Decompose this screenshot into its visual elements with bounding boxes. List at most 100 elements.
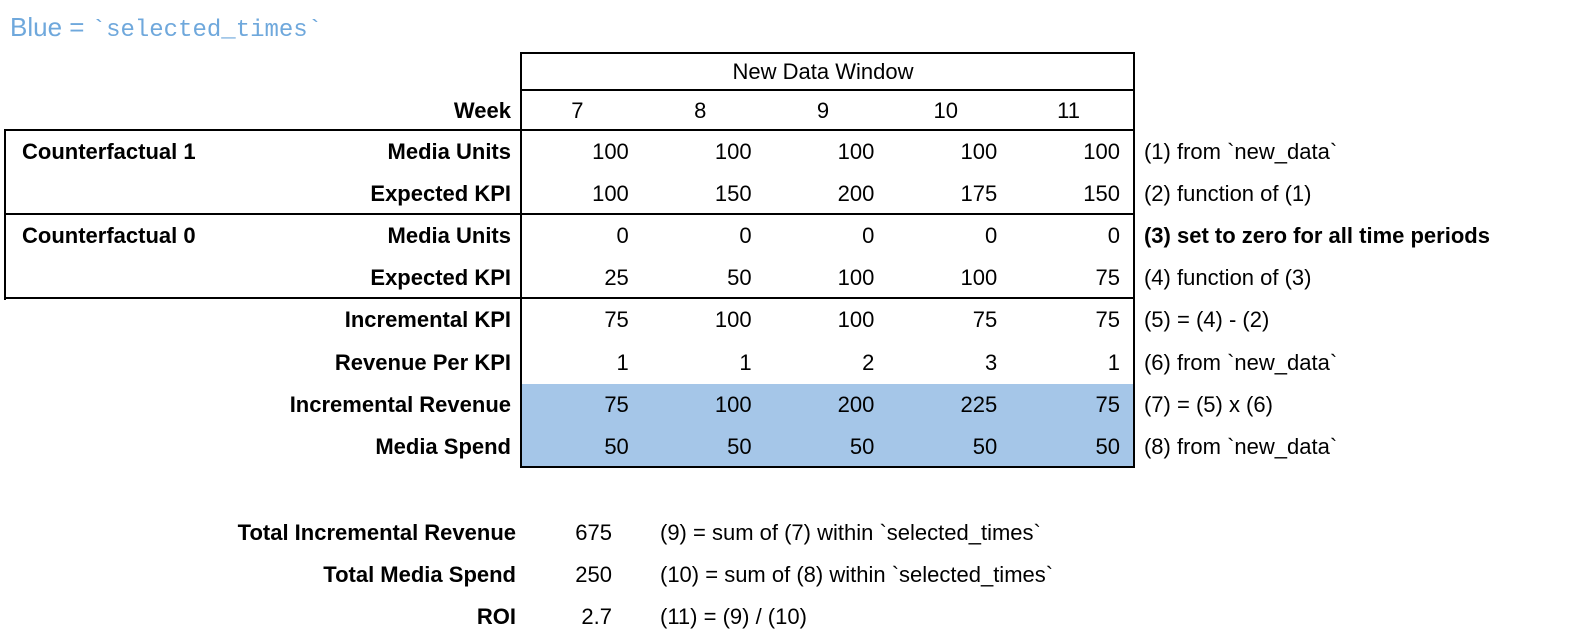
summary-annotation: (10) = sum of (8) within `selected_times…	[660, 562, 1054, 587]
counterfactual-divider-line	[4, 213, 1135, 215]
row-label: Media Spend	[375, 433, 511, 459]
value-cell: 1	[1107, 349, 1120, 375]
roi-table: New Data Window Week 7 8 9 10 11 Counter…	[0, 52, 1588, 468]
value-cell: 75	[1095, 307, 1120, 333]
summary-value: 2.7	[581, 604, 612, 629]
new-data-window-header: New Data Window	[732, 58, 914, 84]
week-header-cell: 11	[1057, 98, 1080, 123]
row-group-label	[0, 173, 232, 215]
row-group-label: Counterfactual 1	[22, 139, 196, 165]
value-cell: 100	[837, 307, 875, 333]
value-cell: 200	[837, 391, 875, 417]
week-header-cell: 8	[694, 98, 707, 123]
value-cell: 0	[984, 223, 998, 249]
week-divider-line	[4, 129, 1135, 131]
summary-value: 250	[575, 562, 612, 587]
value-cell: 0	[616, 223, 629, 249]
row-group-label	[0, 384, 232, 426]
summary-label: ROI	[476, 604, 516, 629]
row-annotation: (4) function of (3)	[1143, 265, 1312, 291]
summary-value: 675	[575, 520, 612, 545]
week-label: Week	[453, 98, 511, 123]
row-label: Incremental KPI	[344, 307, 511, 333]
row-group-label	[0, 257, 232, 299]
row-group-label	[0, 426, 232, 468]
value-cell: 50	[849, 433, 875, 459]
value-cell: 100	[1083, 139, 1120, 165]
header-divider-line	[520, 89, 1135, 91]
table-row-expected-kpi-cf1: Expected KPI 100 150 200 175 150 (2) fun…	[0, 173, 1588, 215]
legend-note: Blue = `selected_times`	[10, 12, 322, 44]
summary-label: Total Incremental Revenue	[237, 520, 516, 545]
value-cell: 25	[604, 265, 629, 291]
row-label: Media Units	[387, 223, 511, 249]
table-row-revenue-per-kpi: Revenue Per KPI 1 1 2 3 1 (6) from `new_…	[0, 341, 1588, 383]
counterfactual-box-left	[4, 131, 6, 300]
legend-note-prefix: Blue =	[10, 12, 92, 42]
row-annotation: (3) set to zero for all time periods	[1143, 223, 1490, 249]
table-row-expected-kpi-cf0: Expected KPI 25 50 100 100 75 (4) functi…	[0, 257, 1588, 299]
table-row-incremental-revenue: Incremental Revenue 75 100 200 225 75 (7…	[0, 384, 1588, 426]
value-cell: 50	[972, 433, 998, 459]
value-cell: 0	[739, 223, 752, 249]
value-cell: 100	[714, 391, 752, 417]
week-header-cell: 7	[571, 98, 584, 123]
summary-annotation: (11) = (9) / (10)	[660, 604, 807, 629]
table-border-left	[520, 52, 522, 468]
table-border-top	[520, 52, 1135, 54]
row-annotation: (5) = (4) - (2)	[1143, 307, 1270, 333]
table-row-incremental-kpi: Incremental KPI 75 100 100 75 75 (5) = (…	[0, 299, 1588, 341]
value-cell: 100	[714, 139, 752, 165]
row-group-label: Counterfactual 0	[22, 223, 196, 249]
value-cell: 175	[960, 181, 998, 207]
value-cell: 100	[714, 307, 752, 333]
value-cell: 0	[862, 223, 875, 249]
value-cell: 0	[1107, 223, 1120, 249]
value-cell: 225	[960, 391, 998, 417]
row-group-label	[0, 299, 232, 341]
legend-note-code: `selected_times`	[91, 17, 323, 44]
value-cell: 100	[837, 265, 875, 291]
week-row: Week 7 8 9 10 11	[0, 91, 1588, 131]
value-cell: 75	[1095, 265, 1120, 291]
summary-section: Total Incremental Revenue 675 (9) = sum …	[0, 512, 1588, 638]
row-label: Incremental Revenue	[289, 391, 511, 417]
table-border-right	[1133, 52, 1135, 468]
row-annotation: (1) from `new_data`	[1143, 139, 1338, 165]
week-header-cell: 9	[816, 98, 830, 123]
value-cell: 2	[862, 349, 875, 375]
table-border-bottom	[520, 466, 1135, 468]
summary-row-roi: ROI 2.7 (11) = (9) / (10)	[0, 596, 1588, 638]
week-header-cell: 10	[933, 98, 959, 123]
row-annotation: (7) = (5) x (6)	[1143, 391, 1273, 417]
row-label: Expected KPI	[370, 265, 511, 291]
value-cell: 75	[604, 307, 629, 333]
row-label: Expected KPI	[370, 181, 511, 207]
row-group-label	[0, 341, 232, 383]
value-cell: 100	[592, 139, 629, 165]
row-annotation: (6) from `new_data`	[1143, 349, 1338, 375]
table-row-media-units-cf0: Counterfactual 0 Media Units 0 0 0 0 0 (…	[0, 215, 1588, 257]
table-row-media-units-cf1: Counterfactual 1 Media Units 100 100 100…	[0, 131, 1588, 173]
row-annotation: (2) function of (1)	[1143, 181, 1312, 207]
value-cell: 3	[984, 349, 998, 375]
table-row-media-spend: Media Spend 50 50 50 50 50 (8) from `new…	[0, 426, 1588, 468]
value-cell: 50	[727, 433, 752, 459]
summary-row-total-media-spend: Total Media Spend 250 (10) = sum of (8) …	[0, 554, 1588, 596]
value-cell: 1	[739, 349, 752, 375]
value-cell: 75	[972, 307, 998, 333]
value-cell: 100	[960, 139, 998, 165]
value-cell: 100	[592, 181, 629, 207]
value-cell: 1	[616, 349, 629, 375]
selected-times-highlight	[522, 384, 1133, 466]
summary-label: Total Media Spend	[323, 562, 516, 587]
summary-row-total-incremental-revenue: Total Incremental Revenue 675 (9) = sum …	[0, 512, 1588, 554]
counterfactual-bottom-line	[4, 297, 1135, 299]
value-cell: 50	[727, 265, 752, 291]
value-cell: 200	[837, 181, 875, 207]
value-cell: 150	[714, 181, 752, 207]
row-label: Media Units	[387, 139, 511, 165]
table-header-row: New Data Window	[0, 52, 1588, 91]
value-cell: 75	[1095, 391, 1120, 417]
